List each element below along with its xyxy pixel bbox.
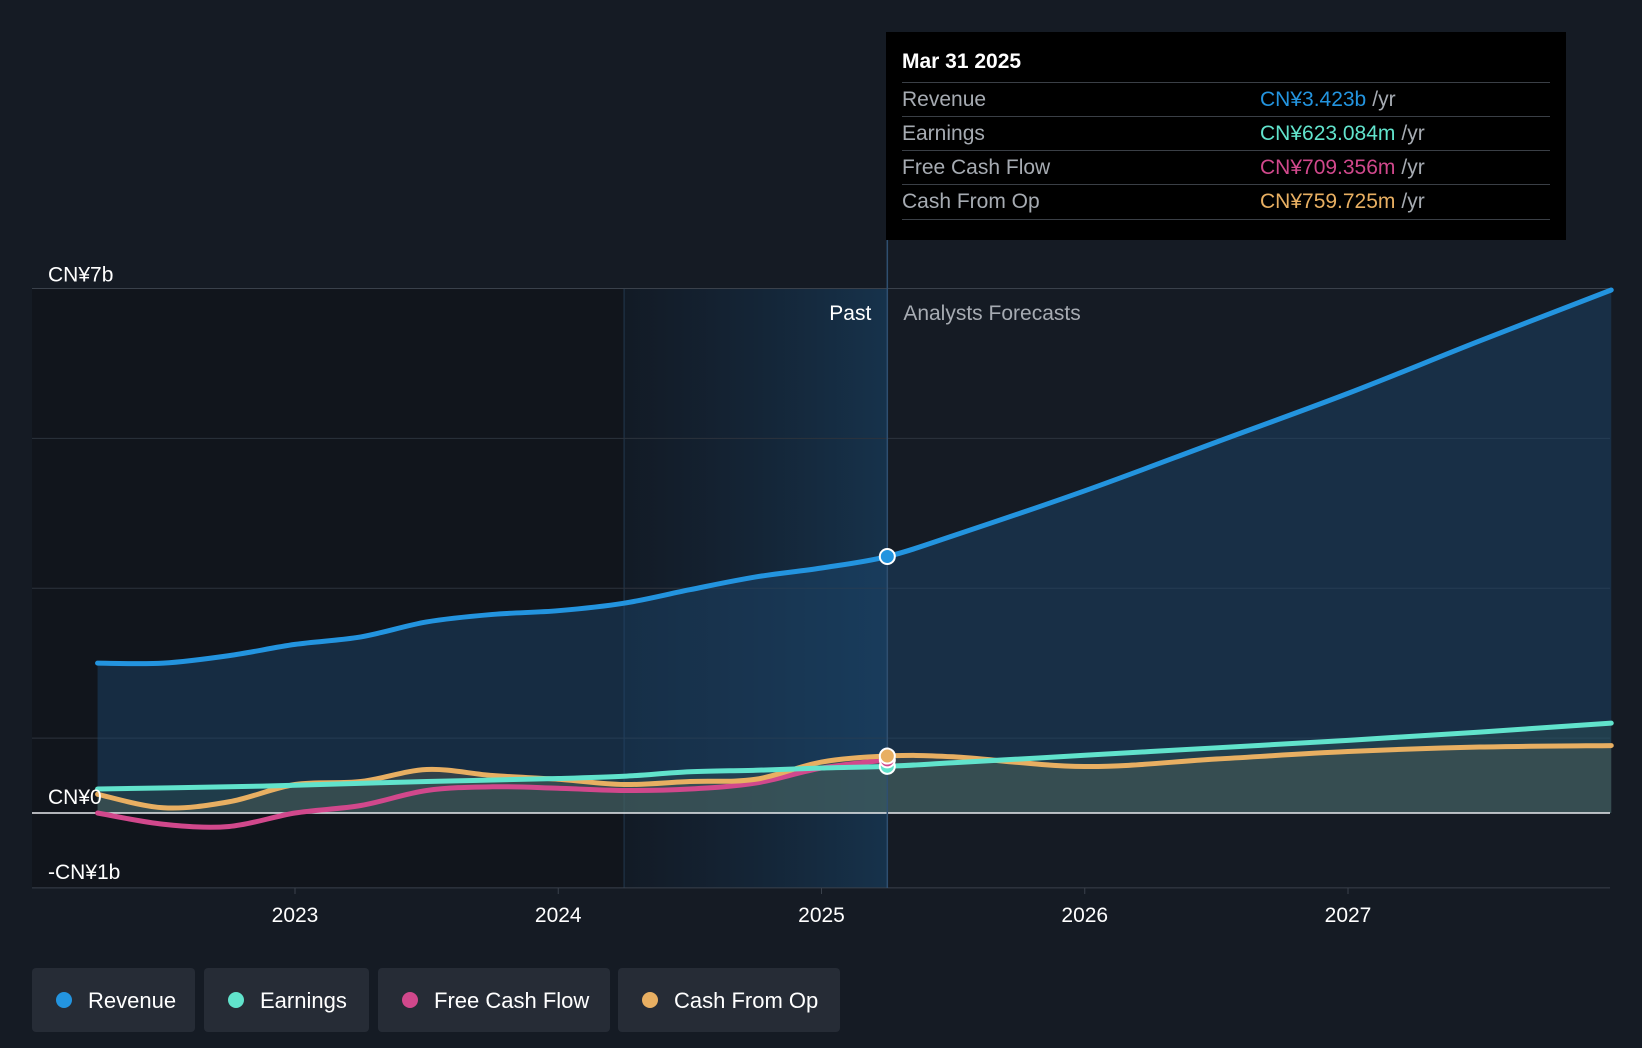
- revenue-area: [97, 289, 1612, 813]
- tooltip-row-cfo: Cash From Op CN¥759.725m/yr: [902, 184, 1550, 220]
- tooltip-label: Free Cash Flow: [902, 156, 1051, 179]
- y-tick-label: -CN¥1b: [48, 861, 120, 884]
- tooltip-value: CN¥759.725m/yr: [1260, 190, 1425, 214]
- x-tick-label: 2023: [272, 904, 319, 927]
- legend-label: Revenue: [88, 988, 177, 1013]
- legend-label: Free Cash Flow: [434, 988, 590, 1013]
- forecast-label: Analysts Forecasts: [903, 302, 1080, 325]
- legend-dot-icon: [402, 992, 418, 1008]
- revenue-marker: [878, 548, 896, 566]
- legend-item-revenue[interactable]: Revenue: [32, 968, 195, 1032]
- legend-dot-icon: [228, 992, 244, 1008]
- tooltip-value-text: CN¥623.084m: [1260, 122, 1396, 145]
- legend-item-free-cash-flow[interactable]: Free Cash Flow: [378, 968, 610, 1032]
- earnings-line: [95, 720, 1614, 792]
- tooltip-value-text: CN¥759.725m: [1260, 190, 1396, 213]
- tooltip-unit: /yr: [1401, 156, 1425, 179]
- legend-item-earnings[interactable]: Earnings: [204, 968, 369, 1032]
- y-tick-label: CN¥7b: [48, 263, 113, 286]
- tooltip-value-text: CN¥709.356m: [1260, 156, 1396, 179]
- y-tick-label: CN¥0: [48, 786, 102, 809]
- tooltip-row-earnings: Earnings CN¥623.084m/yr: [902, 116, 1550, 151]
- cash-from-op-area: [97, 745, 1612, 813]
- tooltip-date: Mar 31 2025: [902, 50, 1022, 73]
- tooltip-value: CN¥709.356m/yr: [1260, 156, 1425, 180]
- tooltip-label: Revenue: [902, 88, 987, 111]
- x-tick-label: 2025: [798, 904, 845, 927]
- tooltip-row-revenue: Revenue CN¥3.423b/yr: [902, 82, 1550, 117]
- legend-dot-icon: [642, 992, 658, 1008]
- tooltip-label: Earnings: [902, 122, 985, 145]
- legend-item-cash-from-op[interactable]: Cash From Op: [618, 968, 840, 1032]
- tooltip-row-fcf: Free Cash Flow CN¥709.356m/yr: [902, 150, 1550, 185]
- tooltip-value-text: CN¥3.423b: [1260, 88, 1367, 111]
- past-label: Past: [829, 302, 871, 325]
- tooltip-panel: Mar 31 2025 Revenue CN¥3.423b/yr Earning…: [886, 32, 1566, 240]
- free-cash-flow-line: [95, 757, 890, 830]
- cash-from-op-marker: [878, 747, 896, 765]
- x-tick-label: 2024: [535, 904, 582, 927]
- legend-label: Earnings: [260, 988, 347, 1013]
- x-tick-label: 2027: [1325, 904, 1372, 927]
- revenue-line: [95, 287, 1614, 667]
- tooltip-unit: /yr: [1401, 122, 1425, 145]
- tooltip-unit: /yr: [1401, 190, 1425, 213]
- x-tick-label: 2026: [1061, 904, 1108, 927]
- tooltip-value: CN¥3.423b/yr: [1260, 88, 1396, 112]
- legend-dot-icon: [56, 992, 72, 1008]
- tooltip-unit: /yr: [1372, 88, 1396, 111]
- legend-label: Cash From Op: [674, 988, 819, 1013]
- tooltip-label: Cash From Op: [902, 190, 1040, 213]
- tooltip-value: CN¥623.084m/yr: [1260, 122, 1425, 146]
